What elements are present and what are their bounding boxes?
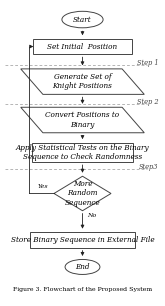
Polygon shape (21, 69, 144, 94)
Bar (32, 143, 133, 162)
Text: Convert Positions to
Binary: Convert Positions to Binary (45, 111, 120, 129)
Polygon shape (54, 176, 111, 211)
Text: Set Initial  Position: Set Initial Position (47, 43, 117, 50)
Text: Step 2: Step 2 (137, 98, 159, 106)
Text: Yes: Yes (38, 184, 48, 189)
Text: More
Random
Sequence: More Random Sequence (65, 180, 100, 207)
Text: Start: Start (73, 16, 92, 24)
Ellipse shape (62, 11, 103, 28)
Text: Step3: Step3 (139, 163, 159, 171)
Ellipse shape (65, 259, 100, 274)
Text: No: No (87, 213, 97, 218)
Text: Figure 3. Flowchart of the Proposed System: Figure 3. Flowchart of the Proposed Syst… (13, 287, 152, 292)
Polygon shape (21, 107, 144, 133)
Bar (30, 232, 135, 248)
Text: Generate Set of
Knight Positions: Generate Set of Knight Positions (53, 73, 112, 90)
Text: Store Binary Sequence in External File: Store Binary Sequence in External File (11, 236, 154, 244)
Text: Step 1: Step 1 (137, 59, 159, 67)
Text: End: End (75, 263, 90, 271)
Text: Apply Statistical Tests on the Binary
Sequence to Check Randomness: Apply Statistical Tests on the Binary Se… (16, 144, 149, 161)
Bar (33, 39, 132, 54)
